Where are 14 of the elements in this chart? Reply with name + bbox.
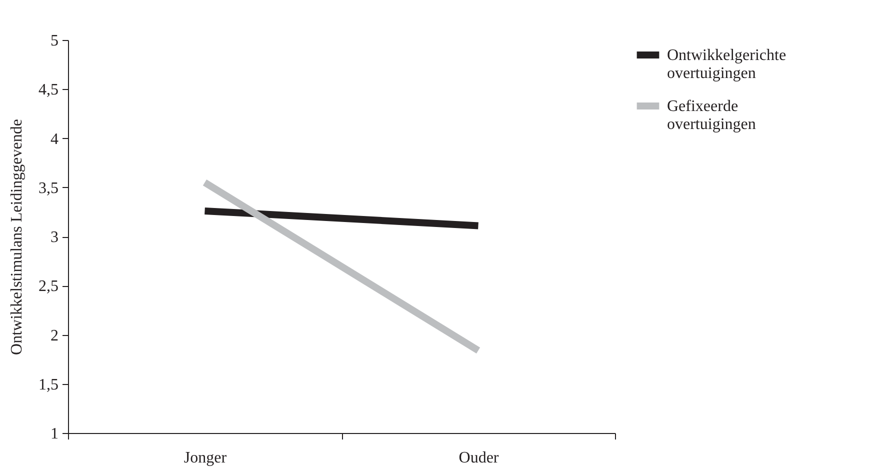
y-tick-label: 3,5 <box>38 180 58 197</box>
y-axis-title: Ontwikkelstimulans Leidinggevende <box>8 119 26 355</box>
x-tick-label: Ouder <box>458 450 500 466</box>
y-tick-label: 5 <box>50 32 58 50</box>
y-tick-label: 1,5 <box>38 376 58 394</box>
y-tick-label: 3 <box>50 229 58 246</box>
y-tick-label: 1 <box>50 426 58 442</box>
y-tick-label: 2,5 <box>38 278 58 296</box>
x-tick-label: Jonger <box>184 450 228 466</box>
y-tick-label: 4,5 <box>38 82 58 99</box>
legend-label: Gefixeerde overtuigingen <box>667 98 756 133</box>
legend-label: Ontwikkelgerichte overtuigingen <box>667 47 786 82</box>
y-tick-label: 4 <box>50 130 58 148</box>
y-tick-label: 2 <box>50 327 58 344</box>
